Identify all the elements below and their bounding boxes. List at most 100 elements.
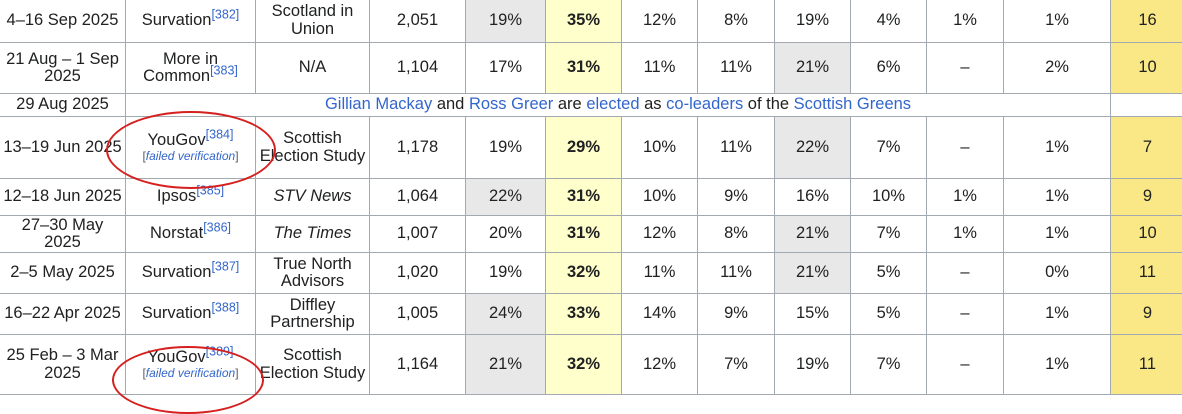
citation-link[interactable]: [383]	[210, 64, 238, 78]
citation-link[interactable]: [388]	[211, 301, 239, 315]
client-cell: True North Advisors	[256, 253, 370, 294]
vote-share-cell: 8%	[698, 0, 775, 43]
vote-share-cell: 35%	[546, 0, 622, 43]
vote-share-cell: 1%	[927, 216, 1004, 253]
vote-share-cell: –	[927, 117, 1004, 179]
pollster-cell: Ipsos[385]	[126, 179, 256, 216]
failed-verification-link[interactable]: failed verification	[146, 366, 235, 380]
vote-share-cell: 6%	[851, 43, 927, 94]
citation-link[interactable]: [389]	[206, 344, 234, 358]
failed-verification-tag: [failed verification]	[128, 149, 253, 163]
sample-size: 1,104	[370, 43, 466, 94]
vote-share-cell: 33%	[546, 294, 622, 335]
vote-share-cell: 7%	[698, 335, 775, 395]
client-cell: Scottish Election Study	[256, 335, 370, 395]
event-link[interactable]: Ross Greer	[469, 95, 553, 113]
fieldwork-date: 27–30 May 2025	[0, 216, 126, 253]
vote-share-cell: 21%	[775, 43, 851, 94]
sample-size: 1,005	[370, 294, 466, 335]
pollster-name: YouGov	[148, 348, 206, 366]
event-text: as	[640, 95, 667, 113]
vote-share-cell: 17%	[466, 43, 546, 94]
pollster-name: Ipsos	[157, 187, 196, 205]
lead-margin: 10	[1111, 216, 1182, 253]
vote-share-cell: 1%	[1004, 294, 1111, 335]
event-link[interactable]: Gillian Mackay	[325, 95, 432, 113]
vote-share-cell: 7%	[851, 216, 927, 253]
fieldwork-date: 2–5 May 2025	[0, 253, 126, 294]
sample-size: 1,178	[370, 117, 466, 179]
event-link[interactable]: elected	[586, 95, 639, 113]
lead-margin: 9	[1111, 179, 1182, 216]
vote-share-cell: –	[927, 43, 1004, 94]
vote-share-cell: 31%	[546, 179, 622, 216]
pollster-cell: YouGov[389][failed verification]	[126, 335, 256, 395]
vote-share-cell: 1%	[927, 0, 1004, 43]
citation-link[interactable]: [385]	[196, 184, 224, 198]
lead-margin: 10	[1111, 43, 1182, 94]
lead-margin: 7	[1111, 117, 1182, 179]
sample-size: 1,020	[370, 253, 466, 294]
fieldwork-date: 4–16 Sep 2025	[0, 0, 126, 43]
citation-link[interactable]: [387]	[211, 260, 239, 274]
vote-share-cell: 2%	[1004, 43, 1111, 94]
vote-share-cell: 32%	[546, 253, 622, 294]
vote-share-cell: 5%	[851, 294, 927, 335]
pollster-cell: Survation[388]	[126, 294, 256, 335]
vote-share-cell: 0%	[1004, 253, 1111, 294]
vote-share-cell: 12%	[622, 216, 698, 253]
client-cell: STV News	[256, 179, 370, 216]
vote-share-cell: 4%	[851, 0, 927, 43]
client-cell: Scottish Election Study	[256, 117, 370, 179]
citation-link[interactable]: [386]	[203, 221, 231, 235]
vote-share-cell: 19%	[775, 0, 851, 43]
pollster-name: Survation	[142, 11, 212, 29]
vote-share-cell: 32%	[546, 335, 622, 395]
vote-share-cell: 1%	[1004, 117, 1111, 179]
vote-share-cell: 29%	[546, 117, 622, 179]
vote-share-cell: 31%	[546, 216, 622, 253]
event-description: Gillian Mackay and Ross Greer are electe…	[126, 94, 1111, 117]
vote-share-cell: 16%	[775, 179, 851, 216]
vote-share-cell: 1%	[1004, 335, 1111, 395]
pollster-cell: Norstat[386]	[126, 216, 256, 253]
pollster-name: Survation	[142, 263, 212, 281]
failed-verification-link[interactable]: failed verification	[146, 149, 235, 163]
pollster-name: Norstat	[150, 224, 203, 242]
fieldwork-date: 13–19 Jun 2025	[0, 117, 126, 179]
citation-link[interactable]: [384]	[206, 127, 234, 141]
vote-share-cell: 11%	[622, 253, 698, 294]
citation-link[interactable]: [382]	[211, 7, 239, 21]
pollster-cell: Survation[387]	[126, 253, 256, 294]
vote-share-cell: 8%	[698, 216, 775, 253]
event-link[interactable]: co-leaders	[666, 95, 743, 113]
vote-share-cell: 10%	[622, 117, 698, 179]
vote-share-cell: 11%	[698, 43, 775, 94]
vote-share-cell: 22%	[775, 117, 851, 179]
vote-share-cell: 1%	[1004, 179, 1111, 216]
vote-share-cell: 22%	[466, 179, 546, 216]
vote-share-cell: 5%	[851, 253, 927, 294]
event-text: and	[432, 95, 469, 113]
event-link[interactable]: Scottish Greens	[794, 95, 911, 113]
vote-share-cell: 1%	[1004, 216, 1111, 253]
vote-share-cell: 19%	[466, 0, 546, 43]
client-cell: Diffley Partnership	[256, 294, 370, 335]
pollster-cell: Survation[382]	[126, 0, 256, 43]
lead-margin: 16	[1111, 0, 1182, 43]
event-text: are	[553, 95, 586, 113]
vote-share-cell: 19%	[466, 117, 546, 179]
vote-share-cell: 19%	[775, 335, 851, 395]
vote-share-cell: 21%	[775, 216, 851, 253]
vote-share-cell: 15%	[775, 294, 851, 335]
sample-size: 1,164	[370, 335, 466, 395]
vote-share-cell: 21%	[775, 253, 851, 294]
